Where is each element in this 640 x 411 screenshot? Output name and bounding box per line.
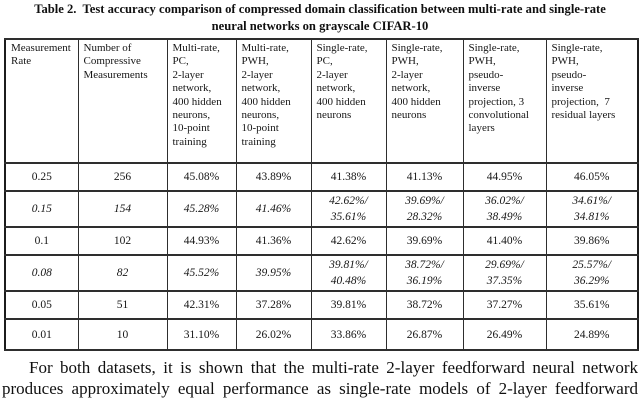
cell-measurements: 51: [77, 290, 168, 320]
cell-accuracy: 39.81%: [310, 290, 387, 320]
cell-accuracy: 42.62%: [310, 226, 387, 256]
cell-rate: 0.01: [4, 318, 79, 351]
cell-accuracy: 39.95%: [235, 254, 312, 292]
table-caption-line-2: neural networks on grayscale CIFAR-10: [211, 19, 429, 33]
cell-measurements: 102: [77, 226, 168, 256]
cell-measurements: 82: [77, 254, 168, 292]
cell-accuracy: 34.61%/ 34.81%: [545, 190, 639, 228]
cell-accuracy: 39.86%: [545, 226, 639, 256]
cell-accuracy: 42.31%: [166, 290, 237, 320]
header-singlerate-pwh-residual: Single-rate, PWH, pseudo- inverse projec…: [545, 38, 639, 164]
cell-accuracy: 46.05%: [545, 162, 639, 192]
cell-accuracy: 38.72%: [385, 290, 464, 320]
cell-measurements: 256: [77, 162, 168, 192]
cell-accuracy: 45.08%: [166, 162, 237, 192]
header-row: Measurement Rate Number of Compressive M…: [4, 38, 639, 164]
cell-accuracy: 31.10%: [166, 318, 237, 351]
cell-accuracy: 41.36%: [235, 226, 312, 256]
table-row: 0.05 51 42.31% 37.28% 39.81% 38.72% 37.2…: [4, 290, 639, 320]
cell-accuracy: 39.69%/ 28.32%: [385, 190, 464, 228]
header-num-measurements: Number of Compressive Measurements: [77, 38, 168, 164]
table-row: 0.25 256 45.08% 43.89% 41.38% 41.13% 44.…: [4, 162, 639, 192]
cell-accuracy: 26.87%: [385, 318, 464, 351]
cell-measurements: 154: [77, 190, 168, 228]
cell-accuracy: 42.62%/ 35.61%: [310, 190, 387, 228]
body-paragraph: For both datasets, it is shown that the …: [2, 358, 638, 398]
table-caption: Table 2. Test accuracy comparison of com…: [0, 0, 640, 35]
table-row: 0.08 82 45.52% 39.95% 39.81%/ 40.48% 38.…: [4, 254, 639, 292]
table-row: 0.15 154 45.28% 41.46% 42.62%/ 35.61% 39…: [4, 190, 639, 228]
header-multirate-pwh: Multi-rate, PWH, 2-layer network, 400 hi…: [235, 38, 312, 164]
cell-accuracy: 41.38%: [310, 162, 387, 192]
cell-accuracy: 43.89%: [235, 162, 312, 192]
cell-measurements: 10: [77, 318, 168, 351]
cell-accuracy: 24.89%: [545, 318, 639, 351]
cell-accuracy: 37.28%: [235, 290, 312, 320]
cell-accuracy: 33.86%: [310, 318, 387, 351]
cell-rate: 0.25: [4, 162, 79, 192]
cell-rate: 0.08: [4, 254, 79, 292]
cell-accuracy: 38.72%/ 36.19%: [385, 254, 464, 292]
cell-accuracy: 41.13%: [385, 162, 464, 192]
cell-accuracy: 29.69%/ 37.35%: [462, 254, 547, 292]
table-row: 0.01 10 31.10% 26.02% 33.86% 26.87% 26.4…: [4, 318, 639, 351]
cell-accuracy: 26.02%: [235, 318, 312, 351]
cell-accuracy: 45.28%: [166, 190, 237, 228]
header-singlerate-pc: Single-rate, PC, 2-layer network, 400 hi…: [310, 38, 387, 164]
header-singlerate-pwh-conv: Single-rate, PWH, pseudo- inverse projec…: [462, 38, 547, 164]
cell-accuracy: 35.61%: [545, 290, 639, 320]
header-singlerate-pwh: Single-rate, PWH, 2-layer network, 400 h…: [385, 38, 464, 164]
cell-accuracy: 36.02%/ 38.49%: [462, 190, 547, 228]
cell-rate: 0.1: [4, 226, 79, 256]
cell-accuracy: 45.52%: [166, 254, 237, 292]
table-caption-line-1: Table 2. Test accuracy comparison of com…: [34, 2, 606, 16]
cell-rate: 0.05: [4, 290, 79, 320]
results-table: Measurement Rate Number of Compressive M…: [4, 38, 639, 351]
cell-accuracy: 41.40%: [462, 226, 547, 256]
cell-accuracy: 39.69%: [385, 226, 464, 256]
cell-accuracy: 44.95%: [462, 162, 547, 192]
cell-accuracy: 25.57%/ 36.29%: [545, 254, 639, 292]
cell-accuracy: 39.81%/ 40.48%: [310, 254, 387, 292]
cell-accuracy: 26.49%: [462, 318, 547, 351]
cell-accuracy: 41.46%: [235, 190, 312, 228]
cell-accuracy: 37.27%: [462, 290, 547, 320]
cell-accuracy: 44.93%: [166, 226, 237, 256]
header-multirate-pc: Multi-rate, PC, 2-layer network, 400 hid…: [166, 38, 237, 164]
table-row: 0.1 102 44.93% 41.36% 42.62% 39.69% 41.4…: [4, 226, 639, 256]
cell-rate: 0.15: [4, 190, 79, 228]
header-measurement-rate: Measurement Rate: [4, 38, 79, 164]
